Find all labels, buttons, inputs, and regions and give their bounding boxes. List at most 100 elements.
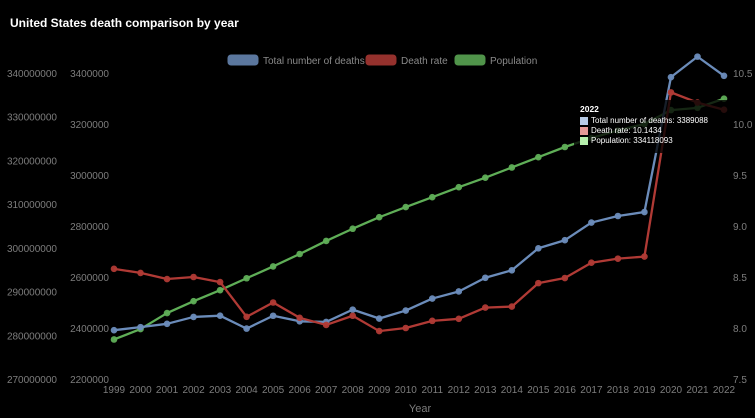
- tooltip-text: Population: 334118093: [591, 136, 673, 145]
- data-point[interactable]: [110, 326, 118, 334]
- data-point[interactable]: [561, 274, 569, 282]
- legend-label[interactable]: Population: [490, 56, 537, 67]
- data-point[interactable]: [641, 208, 648, 216]
- data-point[interactable]: [428, 193, 436, 201]
- deaths-tick-label: 3400000: [70, 69, 109, 80]
- data-point[interactable]: [402, 324, 410, 332]
- deaths-tick-label: 2800000: [70, 222, 109, 233]
- data-point[interactable]: [349, 312, 356, 320]
- legend-label[interactable]: Death rate: [401, 56, 448, 67]
- data-point[interactable]: [588, 219, 595, 226]
- data-point[interactable]: [455, 315, 463, 323]
- data-point[interactable]: [561, 236, 569, 244]
- data-point[interactable]: [349, 225, 356, 233]
- data-point[interactable]: [667, 73, 675, 81]
- data-point[interactable]: [216, 278, 224, 286]
- legend-label[interactable]: Total number of deaths: [263, 56, 365, 67]
- data-point[interactable]: [561, 143, 569, 151]
- tooltip-text: Death rate: 10.1434: [591, 126, 662, 135]
- year-tick-label: 2000: [129, 385, 152, 396]
- data-point[interactable]: [163, 309, 171, 317]
- data-point[interactable]: [322, 237, 330, 245]
- data-point[interactable]: [588, 259, 595, 267]
- deaths-tick-label: 2600000: [70, 273, 109, 284]
- data-point[interactable]: [667, 89, 675, 96]
- population-tick-label: 320000000: [7, 156, 57, 167]
- rate-axis: 7.5 8.0 8.5 9.0 9.5 10.0 10.5: [733, 69, 753, 386]
- data-point[interactable]: [614, 212, 622, 220]
- year-tick-label: 2022: [713, 385, 736, 396]
- data-point[interactable]: [216, 286, 224, 294]
- data-point[interactable]: [137, 323, 144, 331]
- population-tick-label: 300000000: [7, 244, 57, 255]
- data-point[interactable]: [694, 53, 701, 60]
- tooltip-row-population: Population: 334118093: [580, 136, 732, 145]
- data-point[interactable]: [243, 325, 250, 332]
- data-point[interactable]: [243, 274, 250, 282]
- year-tick-label: 2009: [368, 385, 391, 396]
- legend-swatch[interactable]: [454, 54, 486, 66]
- rate-tick-label: 7.5: [733, 375, 747, 386]
- rate-tick-label: 8.0: [733, 324, 747, 335]
- data-point[interactable]: [482, 174, 489, 181]
- year-tick-label: 2013: [474, 385, 497, 396]
- data-point[interactable]: [720, 72, 728, 80]
- data-point[interactable]: [163, 275, 171, 283]
- data-point[interactable]: [190, 297, 197, 305]
- data-point[interactable]: [269, 263, 277, 270]
- data-point[interactable]: [428, 295, 436, 302]
- series-line: [113, 91, 725, 333]
- data-point[interactable]: [322, 321, 330, 329]
- data-point[interactable]: [614, 255, 622, 262]
- data-point[interactable]: [375, 327, 383, 335]
- data-point[interactable]: [296, 250, 303, 258]
- data-point[interactable]: [349, 306, 356, 313]
- population-tick-label: 290000000: [7, 288, 57, 299]
- legend[interactable]: Total number of deaths Death rate Populati…: [227, 54, 537, 67]
- year-tick-label: 2011: [422, 385, 444, 396]
- tooltip-swatch: [580, 126, 588, 135]
- data-point[interactable]: [190, 313, 197, 321]
- data-point[interactable]: [508, 164, 516, 171]
- legend-swatch[interactable]: [227, 54, 259, 66]
- data-point[interactable]: [137, 269, 144, 277]
- legend-swatch[interactable]: [365, 54, 397, 66]
- data-point[interactable]: [428, 317, 436, 325]
- year-tick-label: 2008: [342, 385, 365, 396]
- data-point[interactable]: [269, 312, 277, 320]
- data-point[interactable]: [641, 253, 648, 260]
- year-tick-label: 2017: [580, 385, 603, 396]
- tooltip-swatch: [580, 116, 588, 125]
- year-axis: 1999 2000 2001 2002 2003 2004 2005 2006 2007 2008…: [103, 385, 736, 396]
- data-point[interactable]: [535, 153, 542, 161]
- rate-tick-label: 10.5: [733, 69, 753, 80]
- data-point[interactable]: [535, 244, 542, 252]
- data-point[interactable]: [190, 273, 197, 281]
- data-point[interactable]: [402, 307, 410, 314]
- data-point[interactable]: [375, 315, 383, 322]
- data-point[interactable]: [110, 336, 118, 343]
- data-point[interactable]: [216, 312, 224, 319]
- data-point[interactable]: [482, 304, 489, 311]
- chart-title: United States death comparison by year: [10, 16, 239, 30]
- year-tick-label: 2020: [660, 385, 683, 396]
- data-point[interactable]: [535, 279, 542, 287]
- data-point[interactable]: [243, 313, 250, 321]
- data-point[interactable]: [402, 203, 410, 211]
- year-tick-label: 2019: [633, 385, 656, 396]
- data-point[interactable]: [482, 274, 489, 282]
- data-point[interactable]: [455, 288, 463, 295]
- rate-tick-label: 8.5: [733, 273, 747, 284]
- data-point[interactable]: [508, 266, 516, 274]
- data-point[interactable]: [296, 314, 303, 322]
- population-tick-label: 280000000: [7, 331, 57, 342]
- data-point[interactable]: [163, 320, 171, 328]
- data-point[interactable]: [455, 183, 463, 191]
- data-point[interactable]: [375, 213, 383, 221]
- data-point[interactable]: [508, 303, 516, 310]
- data-point[interactable]: [110, 265, 118, 273]
- x-axis-label: Year: [409, 403, 432, 415]
- data-point[interactable]: [269, 299, 277, 306]
- rate-tick-label: 10.0: [733, 120, 753, 131]
